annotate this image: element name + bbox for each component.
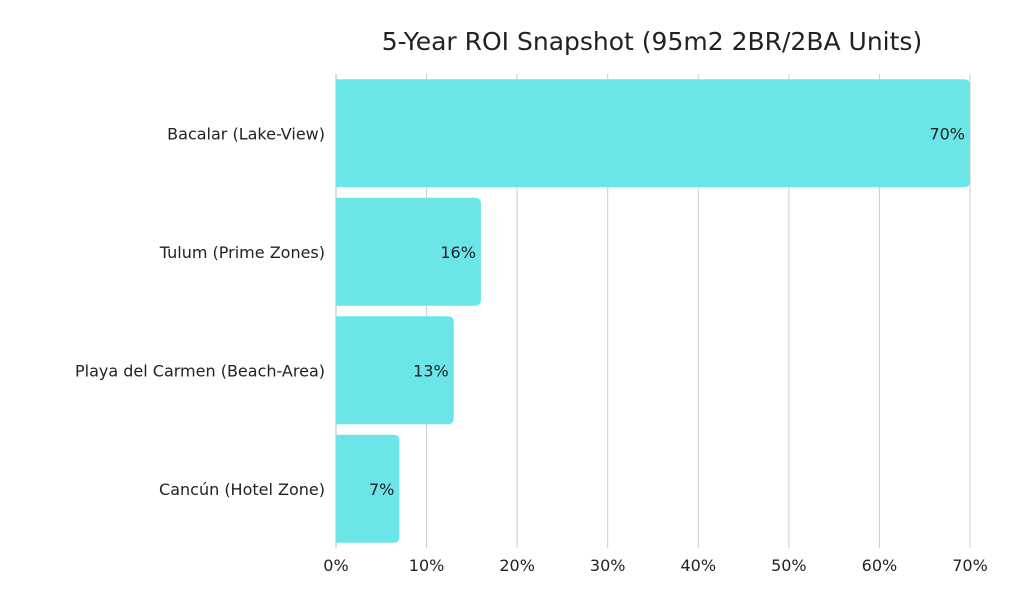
x-tick-label: 20% (499, 556, 535, 575)
x-tick-label: 50% (771, 556, 807, 575)
category-label: Tulum (Prime Zones) (159, 243, 325, 262)
x-tick-label: 10% (409, 556, 445, 575)
x-tick-label: 30% (590, 556, 626, 575)
data-label: 70% (929, 124, 965, 143)
bar (336, 316, 454, 425)
category-label: Cancún (Hotel Zone) (159, 480, 325, 499)
x-tick-label: 40% (681, 556, 717, 575)
bar (336, 197, 481, 306)
bar (336, 79, 970, 188)
chart-title: 5-Year ROI Snapshot (95m2 2BR/2BA Units) (382, 27, 922, 56)
data-label: 16% (440, 243, 476, 262)
bar (336, 434, 400, 543)
x-tick-label: 70% (952, 556, 988, 575)
data-label: 7% (369, 480, 394, 499)
x-tick-label: 60% (862, 556, 898, 575)
category-label: Playa del Carmen (Beach-Area) (75, 361, 325, 380)
x-tick-label: 0% (323, 556, 348, 575)
category-label: Bacalar (Lake-View) (167, 124, 325, 143)
data-label: 13% (413, 361, 449, 380)
